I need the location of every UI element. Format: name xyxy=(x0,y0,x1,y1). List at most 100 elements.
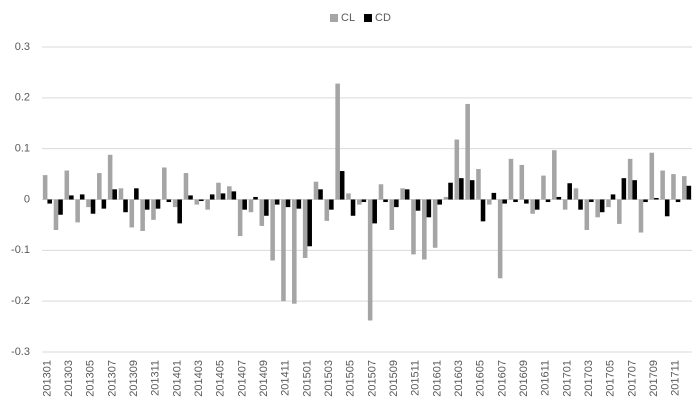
legend-swatch xyxy=(364,14,372,22)
bar xyxy=(524,199,529,204)
bar xyxy=(432,199,438,248)
bar xyxy=(404,189,410,200)
bar xyxy=(166,199,172,203)
bar xyxy=(134,188,139,200)
bar xyxy=(589,199,594,203)
bar xyxy=(556,196,562,200)
bar xyxy=(552,150,557,200)
bar xyxy=(573,188,579,200)
bar xyxy=(118,188,124,200)
bar xyxy=(502,199,507,204)
bar xyxy=(508,158,514,200)
bar xyxy=(621,178,627,200)
bar xyxy=(101,199,107,209)
bar xyxy=(459,178,464,200)
bar xyxy=(584,199,590,230)
x-tick-label: 201509 xyxy=(388,360,400,397)
bar xyxy=(350,199,356,216)
bar xyxy=(90,199,96,214)
bar xyxy=(75,199,80,223)
bar xyxy=(443,196,449,200)
bar xyxy=(545,199,551,203)
bar xyxy=(194,199,200,205)
bar xyxy=(86,199,91,208)
bar xyxy=(437,199,442,205)
bar xyxy=(627,158,633,200)
bar xyxy=(361,199,367,203)
y-tick-label: -0.2 xyxy=(11,295,30,307)
bar xyxy=(307,199,312,247)
bar xyxy=(199,199,204,202)
bar xyxy=(660,170,665,200)
legend-label: CD xyxy=(375,12,391,24)
bar xyxy=(530,199,535,214)
bar xyxy=(400,188,405,200)
x-tick-label: 201501 xyxy=(301,360,313,397)
bar xyxy=(42,175,48,200)
bar xyxy=(383,199,388,203)
x-tick-label: 201407 xyxy=(236,360,248,397)
x-tick-label: 201503 xyxy=(323,360,335,397)
x-tick-label: 201309 xyxy=(128,360,140,397)
bar xyxy=(220,193,226,200)
bar xyxy=(606,199,611,208)
bar xyxy=(285,199,291,208)
bar xyxy=(534,199,540,210)
y-tick-label: -0.3 xyxy=(11,346,30,358)
bar xyxy=(448,182,453,200)
bar xyxy=(177,199,182,224)
bar xyxy=(578,199,583,210)
x-tick-label: 201303 xyxy=(63,360,75,397)
y-tick-label: 0.1 xyxy=(15,143,30,155)
x-tick-label: 201507 xyxy=(366,360,378,397)
x-tick-label: 201305 xyxy=(85,360,97,397)
bar xyxy=(567,183,572,200)
x-tick-label: 201607 xyxy=(496,360,508,397)
bar xyxy=(172,199,178,208)
bar xyxy=(270,199,275,261)
x-tick-label: 201301 xyxy=(41,360,53,397)
x-tick-label: 201611 xyxy=(540,360,552,396)
bar xyxy=(649,152,655,200)
bar xyxy=(519,164,525,200)
bar xyxy=(253,196,258,200)
x-tick-label: 201711 xyxy=(670,360,682,396)
x-tick-label: 201707 xyxy=(626,360,638,397)
x-tick-label: 201401 xyxy=(171,360,183,397)
bar xyxy=(123,199,128,213)
bar xyxy=(112,189,117,200)
bar xyxy=(562,199,568,210)
bar xyxy=(372,199,377,224)
bar xyxy=(264,199,269,216)
bar xyxy=(411,199,416,255)
bar xyxy=(599,199,605,213)
x-tick-label: 201505 xyxy=(345,360,357,397)
bar xyxy=(664,199,670,217)
bar xyxy=(237,199,243,237)
bar xyxy=(248,199,254,213)
bar xyxy=(302,199,308,258)
bar xyxy=(394,199,399,208)
bar xyxy=(617,199,622,224)
bar xyxy=(129,199,135,228)
legend-label: CL xyxy=(341,12,355,24)
bar xyxy=(367,199,373,321)
x-tick-label: 201409 xyxy=(258,360,270,397)
y-tick-label: 0.3 xyxy=(15,41,30,53)
legend-swatch xyxy=(330,14,338,22)
bar xyxy=(378,184,384,200)
bar xyxy=(296,199,302,209)
x-tick-label: 201605 xyxy=(475,360,487,397)
bar xyxy=(476,169,481,200)
bar xyxy=(465,103,470,200)
x-tick-label: 201601 xyxy=(431,360,443,397)
bar xyxy=(497,199,503,279)
bar xyxy=(339,171,345,200)
bar xyxy=(140,199,145,232)
bar xyxy=(242,199,247,210)
bar xyxy=(162,167,167,200)
bar xyxy=(318,189,323,200)
bar xyxy=(454,139,460,200)
bar xyxy=(335,83,340,200)
